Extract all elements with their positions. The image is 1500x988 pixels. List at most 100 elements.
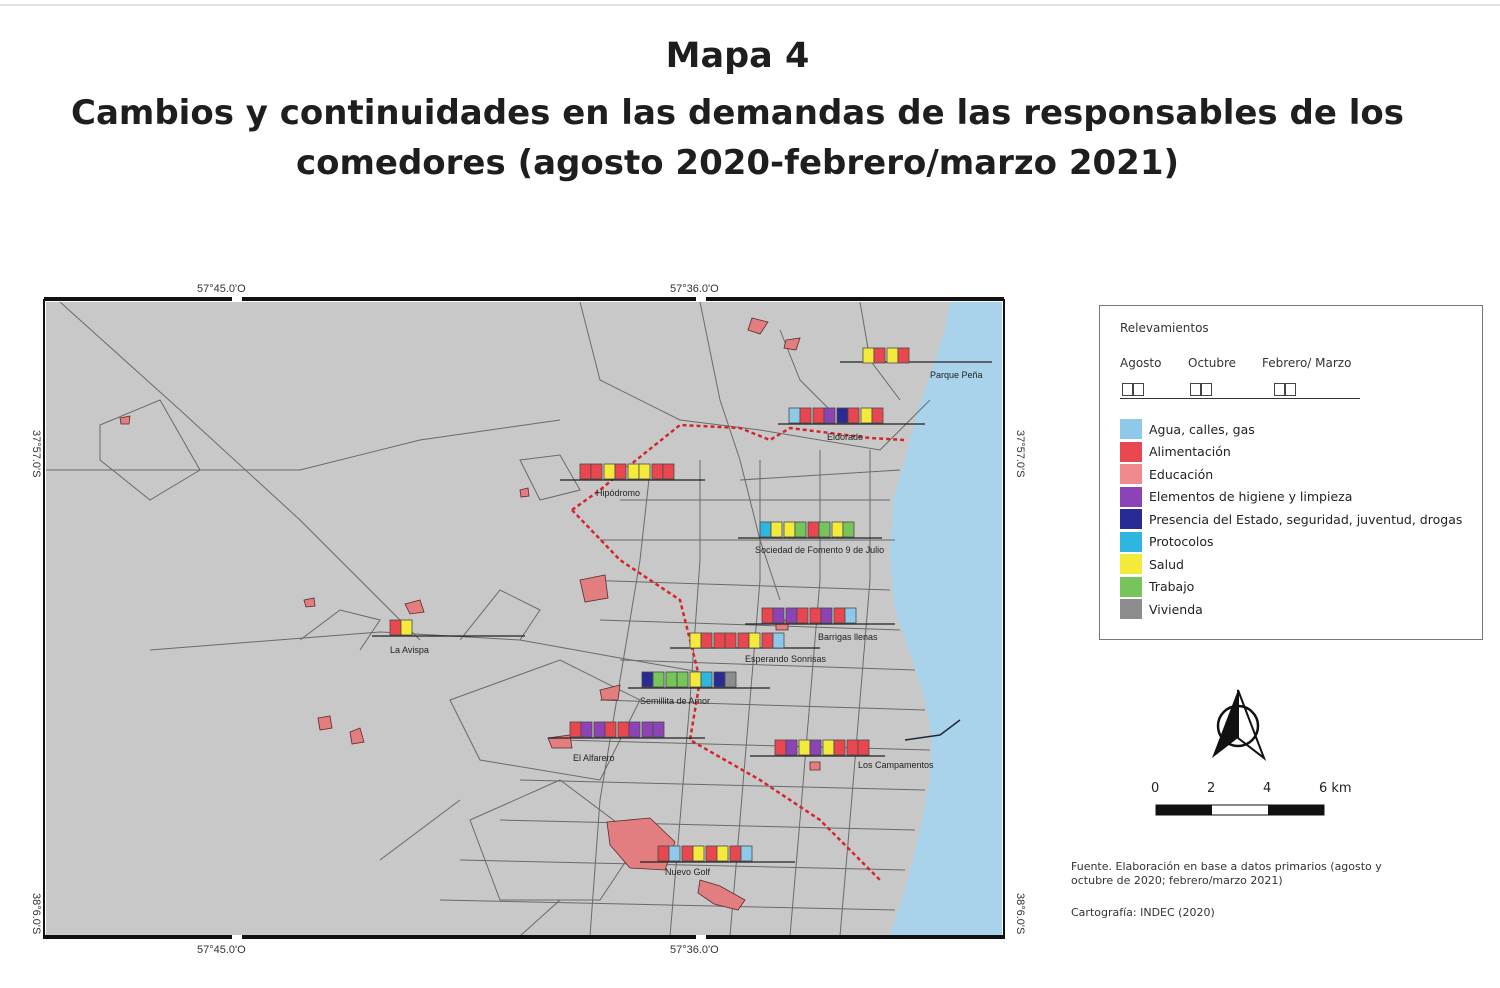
frame-tick: [696, 297, 706, 301]
legend-survey-1: Agosto: [1120, 356, 1162, 370]
demand-square-salud: [831, 521, 844, 538]
scale-label-2: 2: [1207, 781, 1216, 796]
comedor-marker: Esperando Sonrisas: [670, 632, 827, 664]
comedor-label: Sociedad de Fomento 9 de Julio: [755, 545, 884, 555]
legend-survey-box: [1122, 383, 1133, 396]
legend-survey-2: Octubre: [1188, 356, 1237, 370]
legend-label-educacion: Educación: [1149, 466, 1214, 482]
study-area-boundary: [571, 423, 906, 881]
demand-square-alimentacion: [833, 739, 846, 756]
demand-square-trabajo: [818, 521, 831, 538]
demand-square-salud: [862, 347, 875, 364]
demand-square-alimentacion: [857, 739, 870, 756]
comedor-label: Esperando Sonrisas: [745, 654, 827, 664]
top-rule: [0, 4, 1500, 6]
demand-square-higiene: [785, 607, 798, 624]
demand-square-estado: [713, 671, 726, 688]
frame-tick: [696, 935, 706, 939]
demand-square-salud: [627, 463, 640, 480]
demand-square-alimentacion: [724, 632, 737, 649]
demand-square-alimentacion: [617, 721, 630, 738]
legend-item-estado: Presencia del Estado, seguridad, juventu…: [1120, 509, 1462, 529]
settlement-parcels: [119, 317, 821, 911]
demand-square-trabajo: [652, 671, 665, 688]
demand-square-alimentacion: [614, 463, 627, 480]
coord-top-right: 57°36.0'O: [670, 283, 719, 295]
demand-square-higiene: [652, 721, 665, 738]
frame-tick: [232, 297, 242, 301]
demand-square-alimentacion: [651, 463, 664, 480]
legend-label-vivienda: Vivienda: [1149, 601, 1203, 617]
demand-square-alimentacion: [761, 632, 774, 649]
demand-square-salud: [798, 739, 811, 756]
legend-label-estado: Presencia del Estado, seguridad, juventu…: [1149, 511, 1463, 527]
demand-square-salud: [860, 407, 873, 424]
legend-swatch-agua: [1120, 419, 1142, 439]
demand-square-trabajo: [794, 521, 807, 538]
comedor-label: Eldorado: [827, 432, 863, 442]
demand-square-salud: [400, 619, 413, 636]
demand-square-alimentacion: [774, 739, 787, 756]
map-number-title: Mapa 4: [665, 36, 810, 76]
legend-survey-box: [1285, 383, 1296, 396]
comedor-label: Nuevo Golf: [665, 867, 711, 877]
legend-swatch-estado: [1120, 509, 1142, 529]
legend-swatch-alimentacion: [1120, 441, 1142, 462]
legend-survey-3: Febrero/ Marzo: [1262, 356, 1352, 370]
demand-square-alimentacion: [873, 347, 886, 364]
demand-square-alimentacion: [897, 347, 910, 364]
demand-square-alimentacion: [847, 407, 860, 424]
demand-square-protocolos: [700, 671, 713, 688]
demand-square-higiene: [823, 407, 836, 424]
demand-square-alimentacion: [871, 407, 884, 424]
demand-square-salud: [692, 845, 705, 862]
scale-label-4: 4: [1263, 781, 1272, 796]
demand-square-alimentacion: [713, 632, 726, 649]
demand-square-estado: [836, 407, 849, 424]
map-title: Cambios y continuidades en las demandas …: [0, 88, 1475, 188]
demand-square-trabajo: [665, 671, 678, 688]
source-line-1: Fuente. Elaboración en base a datos prim…: [1071, 860, 1382, 873]
demand-square-agua: [844, 607, 857, 624]
demand-square-higiene: [809, 739, 822, 756]
legend-label-higiene: Elementos de higiene y limpieza: [1149, 489, 1353, 504]
pier: [904, 719, 961, 741]
comedor-label: Barrigas llenas: [818, 632, 878, 642]
legend-item-trabajo: Trabajo: [1120, 576, 1194, 597]
demand-square-alimentacion: [761, 607, 774, 624]
comedor-marker: Barrigas llenas: [745, 607, 895, 642]
comedor-marker: Eldorado: [778, 407, 925, 442]
demand-square-alimentacion: [662, 463, 675, 480]
legend: Relevamientos Agosto Octubre Febrero/ Ma…: [1099, 305, 1483, 640]
demand-square-alimentacion: [569, 721, 582, 738]
north-arrow-icon: [1212, 689, 1267, 761]
legend-item-alimentacion: Alimentación: [1120, 441, 1231, 462]
comedor-marker: Sociedad de Fomento 9 de Julio: [738, 521, 884, 555]
source-line-2: octubre de 2020; febrero/marzo 2021): [1071, 874, 1283, 887]
demand-square-salud: [822, 739, 835, 756]
demand-square-alimentacion: [700, 632, 713, 649]
legend-item-agua: Agua, calles, gas: [1120, 419, 1255, 439]
comedor-marker: El Alfarero: [548, 721, 705, 763]
coord-top-left: 57°45.0'O: [197, 283, 246, 295]
legend-title: Relevamientos: [1120, 321, 1209, 335]
demand-square-higiene: [628, 721, 641, 738]
demand-square-salud: [783, 521, 796, 538]
demand-square-alimentacion: [809, 607, 822, 624]
road-network: [46, 302, 931, 936]
demand-square-vivienda: [724, 671, 737, 688]
demand-square-estado: [641, 671, 654, 688]
legend-survey-baseline: [1120, 398, 1360, 399]
frame-bottom-band: [44, 935, 1004, 939]
demand-square-agua: [668, 845, 681, 862]
demand-square-higiene: [641, 721, 654, 738]
sea: [890, 302, 1002, 936]
demand-square-alimentacion: [657, 845, 670, 862]
demand-square-agua: [772, 632, 785, 649]
legend-survey-box: [1274, 383, 1285, 396]
comedor-label: Los Campamentos: [858, 760, 934, 770]
demand-square-alimentacion: [807, 521, 820, 538]
legend-swatch-higiene: [1120, 486, 1142, 507]
legend-item-educacion: Educación: [1120, 464, 1213, 484]
demand-square-alimentacion: [812, 407, 825, 424]
